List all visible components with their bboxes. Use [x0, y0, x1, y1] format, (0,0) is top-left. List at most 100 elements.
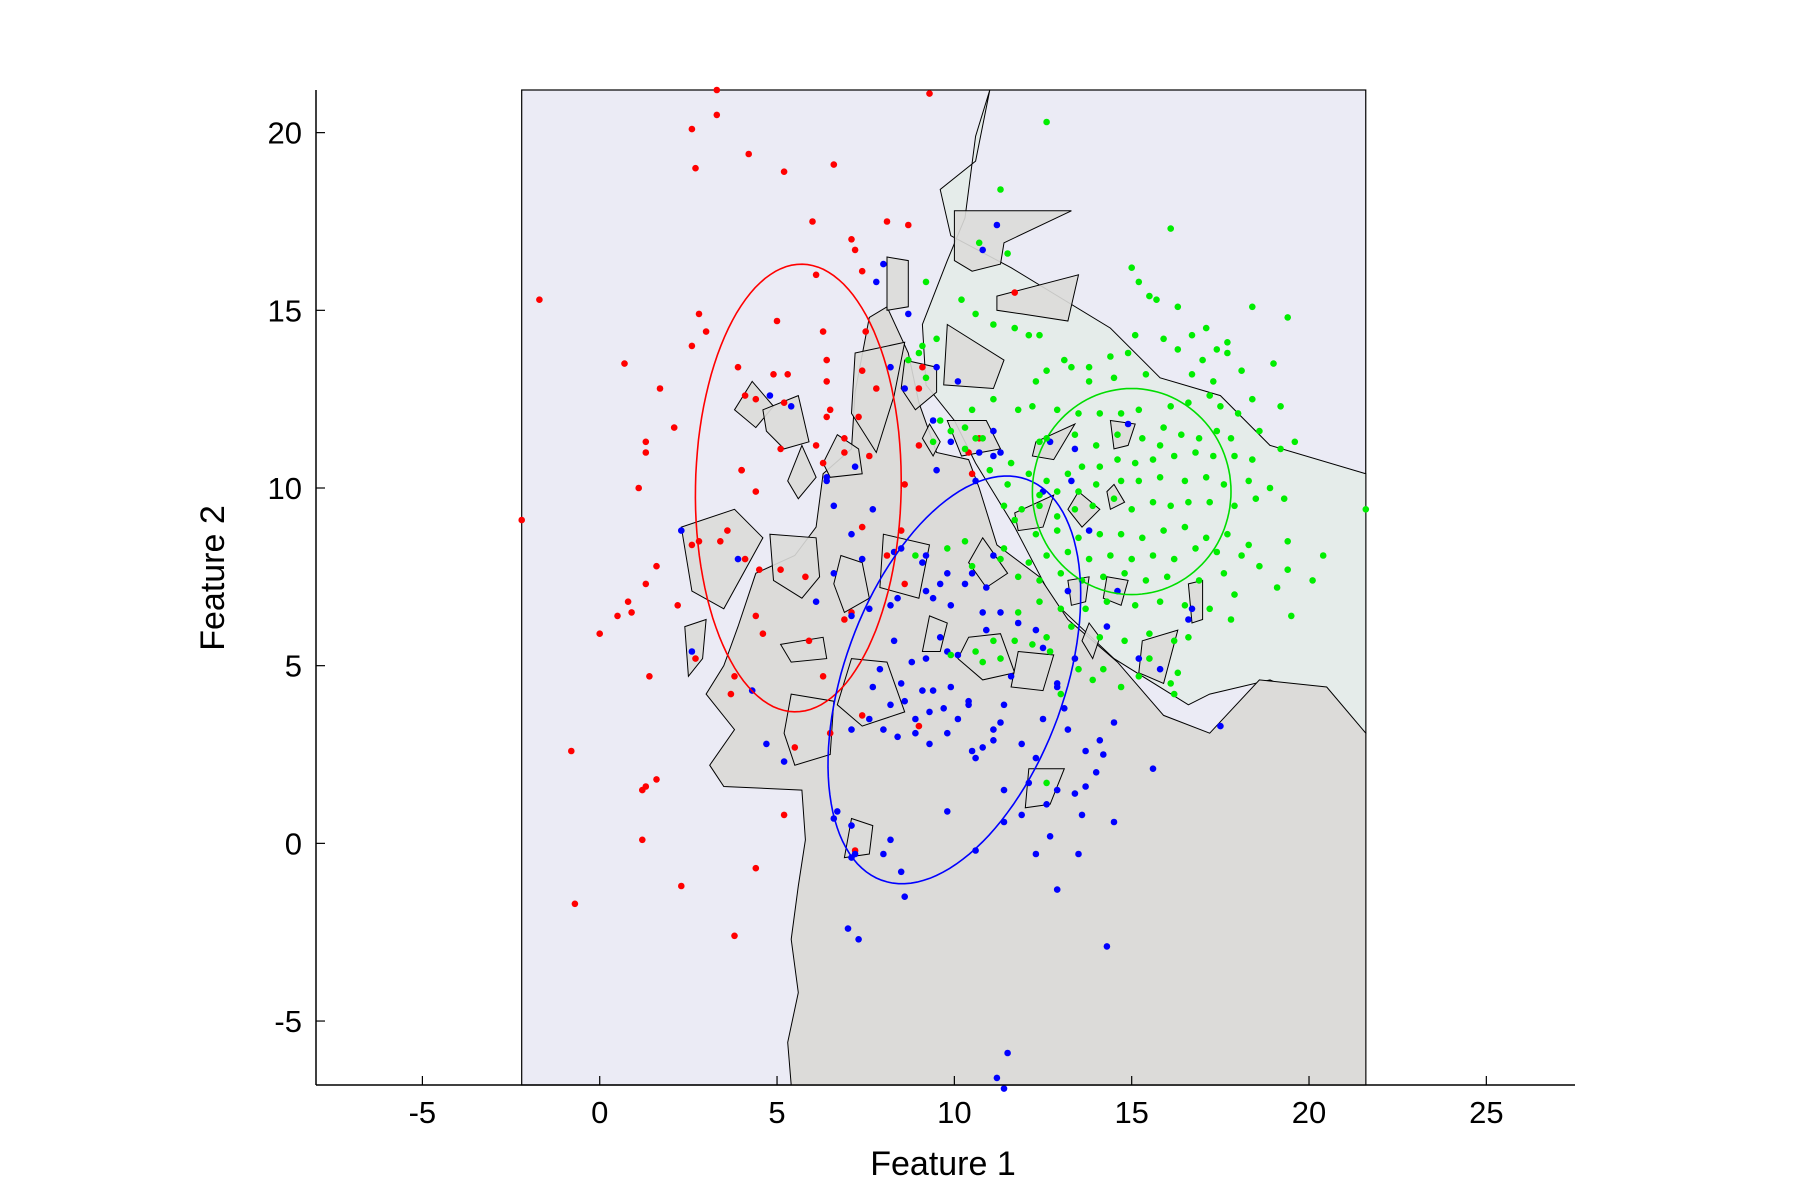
- point-series-3-4: [975, 239, 983, 247]
- point-series-3-195: [1100, 665, 1107, 673]
- point-series-1-35: [841, 435, 848, 442]
- point-series-2-107: [880, 850, 887, 858]
- point-series-3-89: [1096, 463, 1104, 471]
- region-islands: [680, 210, 1204, 859]
- point-series-3-72: [1139, 435, 1146, 442]
- point-series-2-74: [1039, 715, 1047, 723]
- point-series-2-125: [763, 740, 770, 748]
- point-series-2-60: [866, 715, 873, 723]
- point-series-1-9: [536, 296, 543, 304]
- point-series-3-77: [1227, 435, 1235, 442]
- point-series-3-205: [979, 658, 986, 666]
- point-series-2-4: [993, 221, 1001, 229]
- point-series-3-136: [1284, 538, 1291, 545]
- point-series-3-149: [1014, 573, 1022, 581]
- point-series-1-42: [777, 445, 784, 453]
- point-series-3-64: [961, 424, 969, 431]
- point-series-3-97: [1036, 491, 1043, 499]
- point-series-2-119: [1110, 818, 1118, 826]
- point-series-2-108: [848, 822, 855, 829]
- point-series-2-65: [944, 729, 951, 737]
- point-series-3-128: [1096, 530, 1104, 538]
- point-series-3-90: [1078, 463, 1086, 471]
- point-series-2-36: [922, 587, 930, 595]
- point-series-3-71: [1114, 431, 1121, 439]
- point-series-1-46: [738, 466, 745, 474]
- point-series-3-148: [997, 555, 1004, 563]
- point-series-3-141: [1149, 552, 1157, 559]
- point-series-2-102: [1018, 811, 1025, 819]
- point-series-3-37: [1032, 378, 1040, 385]
- point-series-2-56: [912, 715, 919, 723]
- point-series-3-122: [1018, 506, 1025, 513]
- point-series-3-180: [1096, 634, 1104, 641]
- point-series-1-28: [741, 392, 749, 399]
- point-series-2-34: [961, 580, 969, 588]
- point-series-3-185: [990, 637, 997, 645]
- point-series-3-91: [1064, 470, 1072, 478]
- point-series-1-63: [628, 609, 635, 616]
- point-series-1-73: [692, 655, 699, 662]
- point-series-3-25: [1202, 324, 1210, 332]
- point-series-3-165: [1206, 605, 1213, 613]
- x-tick-label: 25: [1469, 1095, 1503, 1130]
- point-series-2-29: [944, 570, 951, 577]
- point-series-2-151: [922, 552, 930, 559]
- point-series-1-39: [642, 449, 650, 456]
- point-series-1-101: [841, 449, 848, 456]
- region-island-35: [1031, 422, 1077, 461]
- y-tick-label: 0: [285, 826, 302, 861]
- point-series-3-18: [1284, 314, 1291, 321]
- point-series-2-38: [887, 602, 894, 609]
- point-series-3-5: [1004, 250, 1011, 257]
- point-series-3-63: [968, 406, 976, 414]
- point-series-3-170: [1082, 605, 1089, 613]
- point-series-3-84: [1192, 449, 1199, 456]
- point-series-2-68: [997, 719, 1004, 726]
- point-series-2-79: [1032, 626, 1040, 634]
- point-series-3-34: [1068, 363, 1075, 371]
- point-series-3-110: [1252, 495, 1260, 503]
- point-series-3-192: [1089, 676, 1096, 684]
- region-island-20: [921, 615, 948, 652]
- point-series-1-92: [518, 516, 525, 524]
- point-series-3-99: [1075, 488, 1082, 495]
- point-series-2-72: [1018, 740, 1025, 748]
- point-series-3-88: [1114, 456, 1121, 463]
- point-series-3-35: [1061, 356, 1068, 364]
- point-series-2-10: [929, 417, 937, 424]
- point-series-1-77: [858, 712, 866, 719]
- point-series-1-32: [826, 406, 834, 414]
- point-series-1-88: [752, 864, 760, 872]
- point-series-2-89: [1092, 769, 1100, 776]
- point-series-3-212: [922, 374, 930, 382]
- point-series-3-61: [1014, 406, 1022, 414]
- point-series-1-34: [752, 395, 760, 403]
- point-series-1-57: [858, 523, 866, 531]
- point-series-2-122: [944, 808, 951, 815]
- region-island-8: [762, 394, 810, 450]
- point-series-1-81: [568, 747, 575, 755]
- point-series-3-163: [1273, 584, 1281, 591]
- point-series-3-96: [1004, 481, 1011, 488]
- x-tick-label: 20: [1292, 1095, 1326, 1130]
- point-series-1-47: [752, 488, 760, 495]
- point-series-3-38: [1085, 378, 1093, 385]
- region-island-34: [1081, 621, 1101, 660]
- point-series-1-86: [639, 836, 646, 844]
- point-series-3-51: [1206, 392, 1213, 399]
- point-series-2-138: [1064, 587, 1072, 595]
- point-series-2-117: [1000, 1085, 1008, 1092]
- point-series-2-113: [844, 925, 852, 932]
- y-tick-label: 10: [268, 471, 302, 506]
- point-series-3-127: [1075, 534, 1082, 542]
- tick-labels: -5 0 5 10 15 20 25 -5 0 5 10 15 20: [268, 116, 1504, 1130]
- point-series-1-25: [873, 385, 880, 392]
- point-series-1-62: [624, 598, 632, 605]
- point-series-2-51: [965, 701, 972, 709]
- y-axis-label: Feature 2: [194, 505, 232, 651]
- point-series-3-86: [1149, 456, 1157, 463]
- region-island-23: [836, 658, 906, 727]
- region-island-15: [833, 554, 870, 614]
- point-series-3-102: [1135, 477, 1143, 485]
